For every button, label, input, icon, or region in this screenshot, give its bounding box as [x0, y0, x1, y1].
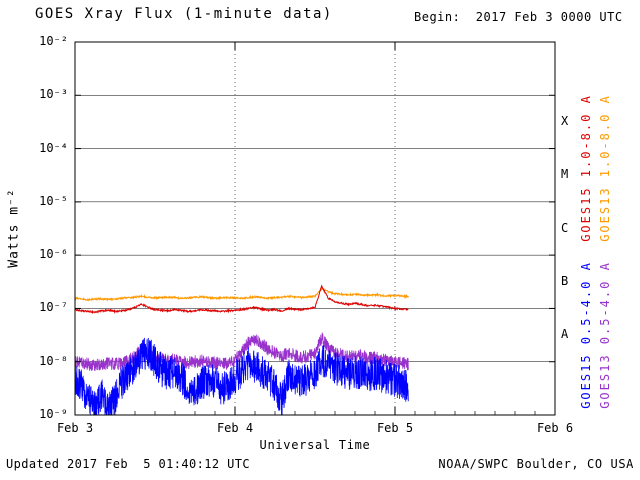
y-tick-label: 10⁻³: [39, 87, 68, 102]
series-goes15-1.0-8.0: [74, 284, 409, 315]
flare-class-label-a: A: [561, 327, 569, 342]
begin-label: Begin: 2017 Feb 3 0000 UTC: [414, 10, 623, 24]
x-tick-label: Feb 6: [536, 421, 574, 435]
flare-class-label-m: M: [561, 167, 569, 182]
flare-class-label-c: C: [561, 220, 569, 235]
x-tick-label: Feb 4: [216, 421, 254, 435]
x-axis-title: Universal Time: [259, 438, 371, 452]
x-tick-label: Feb 3: [56, 421, 94, 435]
y-tick-label: 10⁻⁶: [39, 247, 68, 262]
updated-timestamp: Updated 2017 Feb 5 01:40:12 UTC: [6, 457, 250, 471]
source-credit: NOAA/SWPC Boulder, CO USA: [438, 457, 634, 471]
legend-label-goes13-0.5-4.0: GOES13 0.5-4.0 A: [598, 261, 612, 409]
series-goes13-0.5-4.0: [74, 332, 409, 372]
flare-class-label-b: B: [561, 273, 569, 288]
legend-label-goes15-0.5-4.0: GOES15 0.5-4.0 A: [579, 261, 593, 409]
y-tick-label: 10⁻⁴: [39, 140, 68, 155]
y-tick-label: 10⁻⁸: [39, 353, 68, 368]
flare-class-label-x: X: [561, 113, 569, 128]
series-goes13-1.0-8.0: [74, 286, 409, 302]
y-tick-label: 10⁻²: [39, 34, 68, 48]
legend-label-goes15-1.0-8.0: GOES15 1.0-8.0 A: [579, 94, 593, 242]
x-tick-label: Feb 5: [376, 421, 414, 435]
y-tick-label: 10⁻⁹: [39, 407, 68, 421]
chart-title: GOES Xray Flux (1-minute data): [35, 6, 333, 22]
y-tick-label: 10⁻⁷: [39, 300, 68, 315]
legend-label-goes13-1.0-8.0: GOES13 1.0-8.0 A: [598, 94, 612, 242]
series-goes15-0.5-4.0: [74, 337, 409, 416]
y-tick-label: 10⁻⁵: [39, 193, 68, 208]
